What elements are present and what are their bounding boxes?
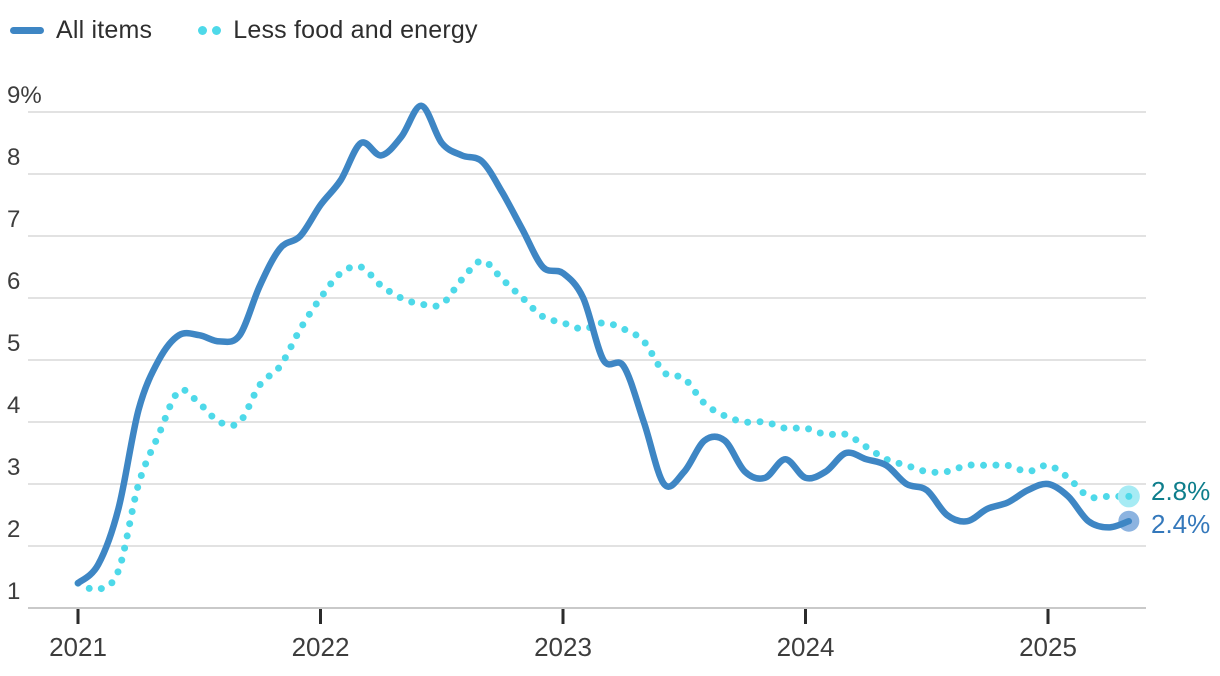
y-axis-label: 7 [7,206,20,233]
legend-item-less-food-energy: Less food and energy [198,16,478,45]
legend: All items Less food and energy [10,16,478,45]
x-axis-label: 2023 [534,632,592,662]
series-line-all-items [74,102,1133,587]
y-axis-label: 9% [7,82,42,109]
less-food-energy-dots-swatch [198,26,222,35]
y-axis-label: 5 [7,330,20,357]
x-axis-label: 2024 [777,632,835,662]
legend-label-less-food-energy: Less food and energy [233,16,478,44]
y-axis-label: 1 [7,578,20,605]
y-axis-label: 2 [7,516,20,543]
y-axis-label: 6 [7,268,20,295]
end-value-label-less-food-energy: 2.8% [1151,476,1211,506]
y-axis-label: 4 [7,392,20,419]
x-axis-label: 2025 [1019,632,1077,662]
all-items-line-swatch [10,27,44,34]
legend-label-all-items: All items [56,16,153,44]
y-axis-label: 3 [7,454,20,481]
x-axis-label: 2021 [49,632,107,662]
end-value-label-all-items: 2.4% [1151,509,1211,539]
series-line-less-food-energy [74,257,1133,594]
x-axis-label: 2022 [292,632,350,662]
end-dot-cap-less-food-energy [1125,492,1133,500]
legend-item-all-items: All items [10,16,152,45]
y-axis-label: 8 [7,144,20,171]
